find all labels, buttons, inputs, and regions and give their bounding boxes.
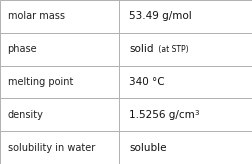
Text: 3: 3: [194, 110, 199, 116]
Text: solid: solid: [129, 44, 153, 54]
Text: (at STP): (at STP): [155, 45, 188, 54]
Text: melting point: melting point: [8, 77, 73, 87]
Text: 53.49 g/mol: 53.49 g/mol: [129, 11, 191, 21]
Text: molar mass: molar mass: [8, 11, 64, 21]
Text: 340 °C: 340 °C: [129, 77, 164, 87]
Text: solubility in water: solubility in water: [8, 143, 94, 153]
Text: phase: phase: [8, 44, 37, 54]
Text: density: density: [8, 110, 43, 120]
Text: 1.5256 g/cm: 1.5256 g/cm: [129, 110, 194, 120]
Text: soluble: soluble: [129, 143, 166, 153]
